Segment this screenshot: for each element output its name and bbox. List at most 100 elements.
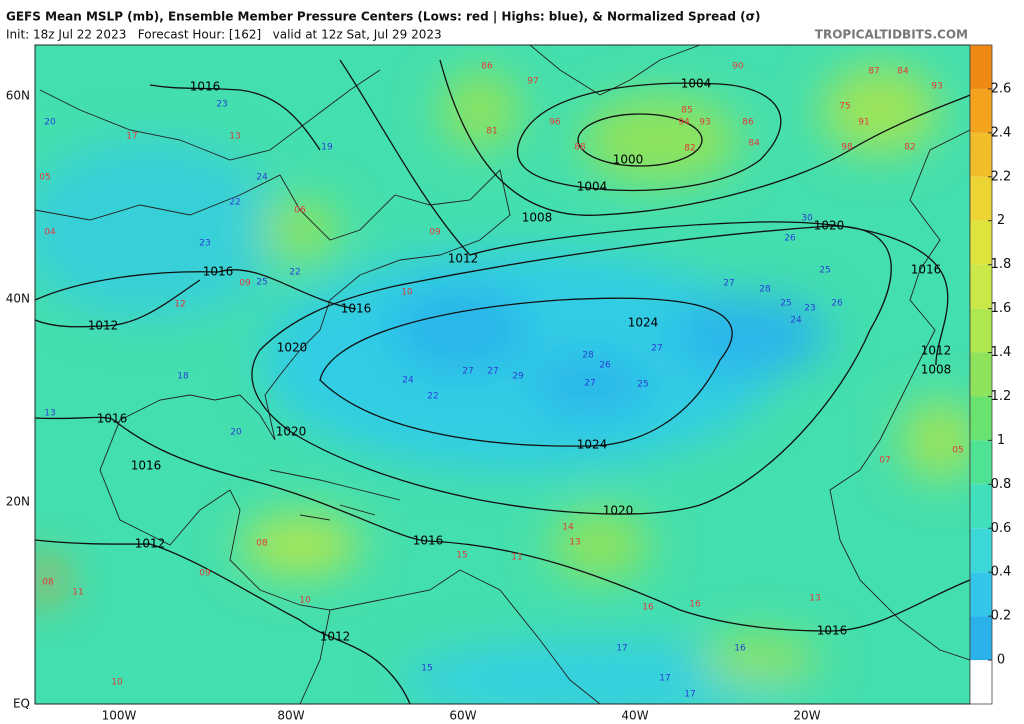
colorbar-tick-label: 2 bbox=[997, 213, 1005, 228]
colorbar-segment bbox=[970, 45, 992, 89]
colorbar-tick-label: 2.4 bbox=[991, 125, 1012, 140]
isobar-label: 1004 bbox=[577, 180, 608, 194]
map-area: 1004101610001004100810201016101210161012… bbox=[35, 45, 970, 704]
colorbar-segment bbox=[970, 220, 992, 265]
isobar-label: 1012 bbox=[448, 252, 479, 266]
isobar-label: 1016 bbox=[911, 263, 942, 277]
low-center: 09 bbox=[199, 569, 211, 579]
low-center: 16 bbox=[642, 603, 654, 613]
high-center: 27 bbox=[462, 367, 473, 377]
high-center: 17 bbox=[659, 674, 670, 684]
lat-label: EQ bbox=[13, 697, 30, 711]
isobar-label: 1020 bbox=[603, 504, 634, 518]
lat-label: 40N bbox=[6, 292, 30, 306]
low-center: 94 bbox=[678, 118, 690, 128]
low-center: 84 bbox=[897, 67, 909, 77]
high-center: 23 bbox=[804, 304, 815, 314]
credit: TROPICALTIDBITS.COM bbox=[815, 28, 968, 42]
isobar-label: 1016 bbox=[817, 624, 848, 638]
colorbar-segment bbox=[970, 396, 992, 441]
isobar-label: 1020 bbox=[814, 219, 845, 233]
isobar-label: 1012 bbox=[320, 630, 351, 644]
colorbar-segment bbox=[970, 528, 992, 573]
high-center: 25 bbox=[637, 380, 648, 390]
isobar-label: 1012 bbox=[135, 537, 166, 551]
colorbar-tick-label: 0 bbox=[997, 653, 1005, 668]
low-center: 07 bbox=[879, 456, 890, 466]
colorbar-segment bbox=[970, 572, 992, 617]
low-center: 13 bbox=[229, 132, 240, 142]
low-center: 87 bbox=[868, 67, 879, 77]
lat-label: 20N bbox=[6, 495, 30, 509]
colorbar-tick-label: 0.4 bbox=[991, 565, 1012, 580]
low-center: 85 bbox=[681, 106, 692, 116]
isobar-label: 1000 bbox=[613, 153, 644, 167]
colorbar-tick-label: 0.6 bbox=[991, 521, 1012, 536]
high-center: 19 bbox=[321, 143, 333, 153]
high-center: 26 bbox=[599, 361, 611, 371]
isobar-label: 1016 bbox=[203, 265, 234, 279]
colorbar-tick-label: 0.8 bbox=[991, 477, 1012, 492]
low-center: 93 bbox=[931, 82, 942, 92]
colorbar-segment bbox=[970, 660, 992, 704]
isobar-label: 1008 bbox=[522, 211, 553, 225]
isobar-label: 1016 bbox=[97, 412, 128, 426]
low-center: 10 bbox=[401, 288, 413, 298]
isobar-label: 1012 bbox=[921, 344, 952, 358]
isobar-label: 1016 bbox=[190, 80, 221, 94]
high-center: 20 bbox=[230, 428, 242, 438]
high-center: 25 bbox=[819, 266, 830, 276]
colorbar-tick-label: 1.4 bbox=[991, 345, 1012, 360]
high-center: 22 bbox=[229, 198, 240, 208]
isobar-label: 1012 bbox=[88, 319, 119, 333]
isobar-label: 1020 bbox=[276, 425, 307, 439]
low-center: 82 bbox=[904, 143, 915, 153]
high-center: 20 bbox=[44, 118, 56, 128]
isobar-label: 1008 bbox=[921, 363, 952, 377]
high-center: 30 bbox=[801, 214, 813, 224]
low-center: 96 bbox=[549, 118, 561, 128]
colorbar-segment bbox=[970, 308, 992, 353]
colorbar-frame bbox=[969, 44, 993, 705]
low-center: 06 bbox=[294, 206, 306, 216]
low-center: 98 bbox=[841, 143, 853, 153]
low-center: 88 bbox=[574, 143, 586, 153]
low-center: 82 bbox=[684, 144, 695, 154]
high-center: 24 bbox=[402, 376, 414, 386]
colorbar-tick-label: 1 bbox=[997, 433, 1005, 448]
title: GEFS Mean MSLP (mb), Ensemble Member Pre… bbox=[6, 10, 760, 24]
low-center: 10 bbox=[111, 678, 123, 688]
high-center: 27 bbox=[651, 344, 662, 354]
lat-label: 60N bbox=[6, 89, 30, 103]
low-center: 97 bbox=[527, 77, 538, 87]
colorbar-tick-label: 2.6 bbox=[991, 81, 1012, 96]
labels-layer: 1004101610001004100810201016101210161012… bbox=[39, 62, 963, 700]
high-center: 18 bbox=[177, 372, 189, 382]
lon-label: 100W bbox=[102, 709, 137, 723]
coastlines bbox=[35, 45, 970, 704]
colorbar-segment bbox=[970, 352, 992, 397]
high-center: 27 bbox=[487, 367, 498, 377]
colorbar-segment bbox=[970, 484, 992, 529]
high-center: 27 bbox=[723, 279, 734, 289]
isobar-label: 1016 bbox=[413, 534, 444, 548]
high-center: 17 bbox=[616, 644, 627, 654]
low-center: 09 bbox=[429, 228, 441, 238]
low-center: 16 bbox=[689, 600, 701, 610]
low-center: 12 bbox=[174, 300, 185, 310]
high-center: 13 bbox=[44, 409, 55, 419]
low-center: 13 bbox=[569, 538, 580, 548]
low-center: 81 bbox=[486, 127, 497, 137]
low-center: 75 bbox=[839, 102, 850, 112]
lon-label: 20W bbox=[793, 709, 820, 723]
colorbar-segment bbox=[970, 88, 992, 133]
low-center: 17 bbox=[126, 132, 137, 142]
colorbar-segment bbox=[970, 264, 992, 309]
high-center: 16 bbox=[734, 644, 746, 654]
high-center: 17 bbox=[684, 690, 695, 700]
high-center: 26 bbox=[784, 234, 796, 244]
colorbar-tick-label: 2.2 bbox=[991, 169, 1012, 184]
isobar-label: 1024 bbox=[577, 438, 608, 452]
